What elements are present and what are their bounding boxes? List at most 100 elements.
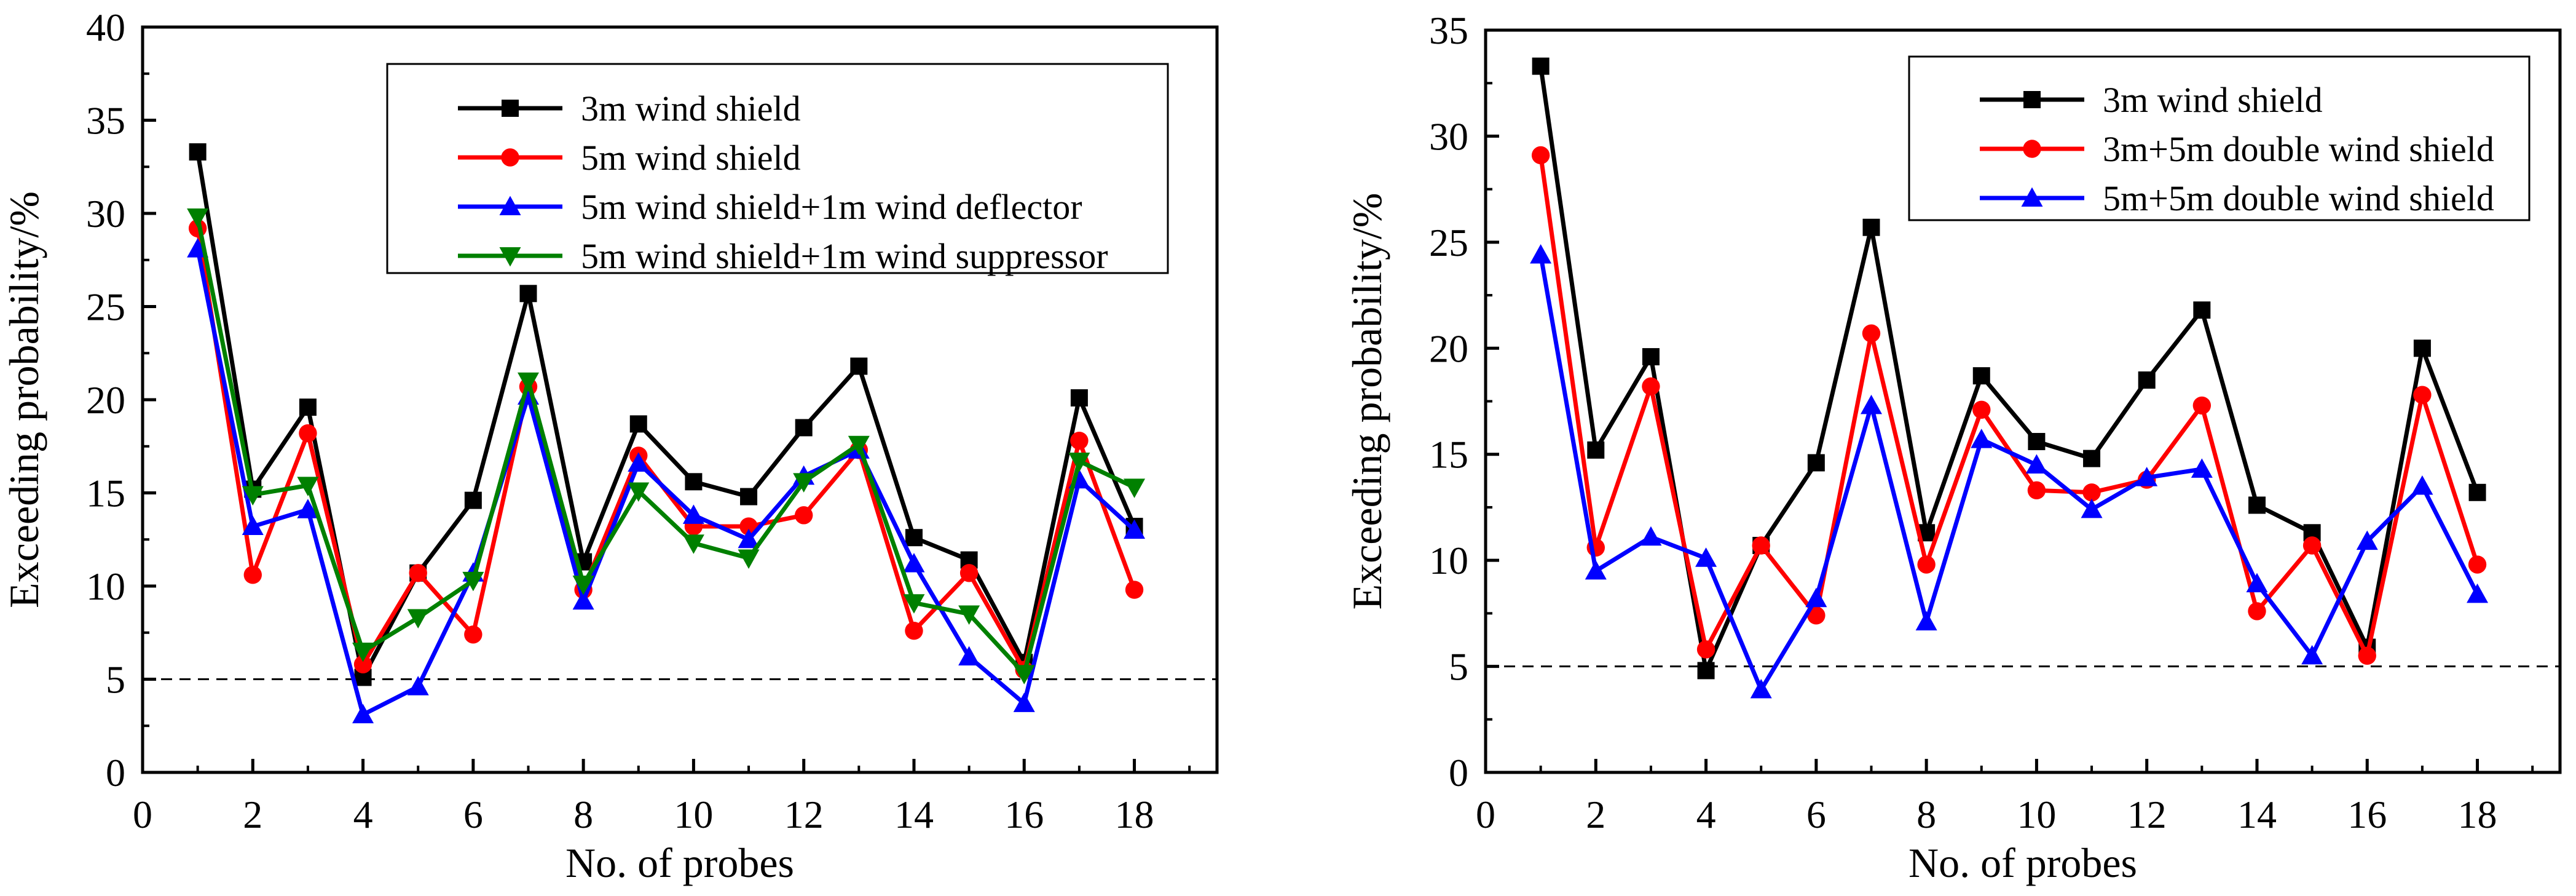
data-point-s4-p3 bbox=[297, 477, 319, 496]
y-tick-label: 20 bbox=[86, 378, 125, 422]
data-point-s4-p11 bbox=[738, 549, 760, 569]
legend-label-2: 3m+5m double wind shield bbox=[2103, 129, 2494, 169]
legend-marker-4 bbox=[499, 247, 521, 267]
x-tick-label: 8 bbox=[1916, 793, 1936, 836]
x-tick-label: 16 bbox=[2347, 793, 2387, 836]
data-point-s3-p14 bbox=[2246, 573, 2268, 593]
data-point-s3-p10 bbox=[682, 504, 704, 524]
data-point-s2-p18 bbox=[1125, 581, 1144, 599]
data-point-s2-p12 bbox=[794, 506, 813, 525]
y-tick-label: 35 bbox=[86, 99, 125, 143]
legend-label-3: 5m+5m double wind shield bbox=[2103, 178, 2494, 218]
data-point-s1-p12 bbox=[795, 419, 813, 437]
data-point-s2-p17 bbox=[1070, 431, 1089, 450]
data-point-s3-p12 bbox=[2136, 467, 2158, 486]
y-tick-label: 15 bbox=[86, 472, 125, 515]
data-point-s2-p5 bbox=[1752, 536, 1770, 555]
x-tick-label: 4 bbox=[353, 793, 373, 836]
legend-marker-1 bbox=[502, 100, 519, 117]
data-point-s3-p2 bbox=[1585, 560, 1607, 580]
series-line-4 bbox=[195, 216, 1136, 678]
x-tick-label: 12 bbox=[2127, 793, 2167, 836]
chart-panel-2: 0 2 4 6 8 10 12 14 16 18 0 5 10 15 20 25 30 35 No. of prob… bbox=[1344, 9, 2562, 886]
data-point-s1-p12 bbox=[2138, 371, 2156, 389]
y-tick-label: 30 bbox=[86, 192, 125, 236]
data-point-s4-p12 bbox=[793, 473, 815, 493]
series-line-3 bbox=[1538, 254, 2479, 695]
data-point-s4-p2 bbox=[242, 486, 264, 506]
data-point-s3-p3 bbox=[1640, 526, 1662, 546]
data-point-s1-p1 bbox=[189, 143, 207, 161]
data-point-s3-p18 bbox=[2467, 583, 2489, 603]
data-point-s1-p6 bbox=[464, 491, 482, 509]
data-point-s3-p3 bbox=[297, 499, 319, 518]
data-point-s2-p10 bbox=[2027, 481, 2046, 500]
data-point-s2-p17 bbox=[2413, 386, 2432, 404]
data-point-s2-p4 bbox=[353, 655, 372, 673]
x-tick-label: 6 bbox=[463, 793, 483, 836]
data-point-s1-p11 bbox=[2083, 450, 2101, 467]
data-point-s2-p8 bbox=[1917, 555, 1936, 574]
data-point-s2-p16 bbox=[2358, 646, 2376, 665]
data-point-s3-p15 bbox=[958, 646, 980, 666]
y-tick-label: 25 bbox=[86, 285, 125, 329]
data-point-s1-p10 bbox=[685, 473, 703, 491]
x-tick-label: 14 bbox=[2237, 793, 2277, 836]
data-point-s2-p7 bbox=[1862, 324, 1881, 343]
data-point-s3-p16 bbox=[1013, 692, 1035, 712]
data-point-s2-p9 bbox=[1972, 400, 1991, 419]
y-tick-label: 40 bbox=[86, 6, 125, 49]
legend-marker-3 bbox=[2021, 187, 2043, 207]
data-point-s3-p10 bbox=[2025, 454, 2047, 474]
data-point-s2-p1 bbox=[1531, 146, 1550, 165]
data-point-s2-p13 bbox=[2192, 396, 2212, 415]
data-point-s1-p4 bbox=[1697, 662, 1715, 680]
data-point-s3-p4 bbox=[352, 704, 374, 724]
legend: 3m wind shield 3m+5m double wind shield 5m… bbox=[1908, 55, 2531, 221]
data-point-s1-p7 bbox=[1862, 218, 1880, 236]
y-tick-label: 0 bbox=[1449, 751, 1468, 795]
data-point-s3-p4 bbox=[1695, 547, 1717, 567]
legend-marker-1 bbox=[2023, 91, 2041, 108]
data-point-s2-p5 bbox=[409, 564, 427, 582]
data-point-s4-p18 bbox=[1124, 478, 1146, 498]
data-point-s1-p1 bbox=[1532, 57, 1550, 75]
legend-label-4: 5m wind shield+1m wind suppressor bbox=[581, 236, 1108, 276]
data-point-s1-p17 bbox=[1070, 389, 1088, 406]
data-point-s1-p13 bbox=[850, 357, 868, 375]
data-point-s4-p7 bbox=[517, 372, 539, 392]
data-point-s2-p14 bbox=[905, 622, 923, 640]
x-axis-label: No. of probes bbox=[1908, 839, 2137, 886]
data-point-s3-p1 bbox=[1530, 244, 1552, 264]
data-point-s3-p8 bbox=[1915, 611, 1937, 631]
data-point-s4-p14 bbox=[903, 594, 925, 614]
x-tick-label: 2 bbox=[243, 793, 262, 836]
x-tick-label: 2 bbox=[1586, 793, 1605, 836]
data-point-s3-p11 bbox=[2081, 498, 2103, 518]
data-point-s3-p14 bbox=[903, 553, 925, 573]
data-point-s1-p3 bbox=[1642, 348, 1660, 366]
data-point-s1-p14 bbox=[905, 529, 923, 547]
legend: 3m wind shield 5m wind shield 5m wind shie… bbox=[386, 63, 1169, 276]
x-tick-label: 14 bbox=[894, 793, 934, 836]
data-point-s2-p11 bbox=[739, 517, 758, 536]
legend-marker-2 bbox=[2023, 140, 2041, 158]
data-point-s4-p9 bbox=[628, 482, 650, 502]
y-tick-label: 30 bbox=[1429, 114, 1468, 158]
data-point-s3-p15 bbox=[2301, 644, 2323, 665]
y-tick-label: 20 bbox=[1429, 327, 1468, 370]
legend-box bbox=[386, 63, 1169, 274]
data-point-s3-p13 bbox=[2191, 458, 2213, 478]
data-point-s1-p3 bbox=[299, 398, 317, 416]
x-tick-label: 8 bbox=[573, 793, 593, 836]
data-point-s3-p9 bbox=[628, 452, 650, 472]
data-point-s4-p4 bbox=[352, 643, 374, 662]
chart-panel-1: 0 2 4 6 8 10 12 14 16 18 0 5 10 15 20 25 30 35 40 No. of pr… bbox=[1, 6, 1219, 886]
x-tick-label: 18 bbox=[2458, 793, 2497, 836]
legend-label-2: 5m wind shield bbox=[581, 138, 801, 178]
legend-marker-3 bbox=[499, 196, 521, 215]
legend-label-1: 3m wind shield bbox=[581, 89, 801, 129]
data-point-s3-p17 bbox=[2411, 475, 2433, 495]
data-point-s2-p6 bbox=[1807, 606, 1826, 625]
data-point-s3-p9 bbox=[1971, 429, 1993, 448]
